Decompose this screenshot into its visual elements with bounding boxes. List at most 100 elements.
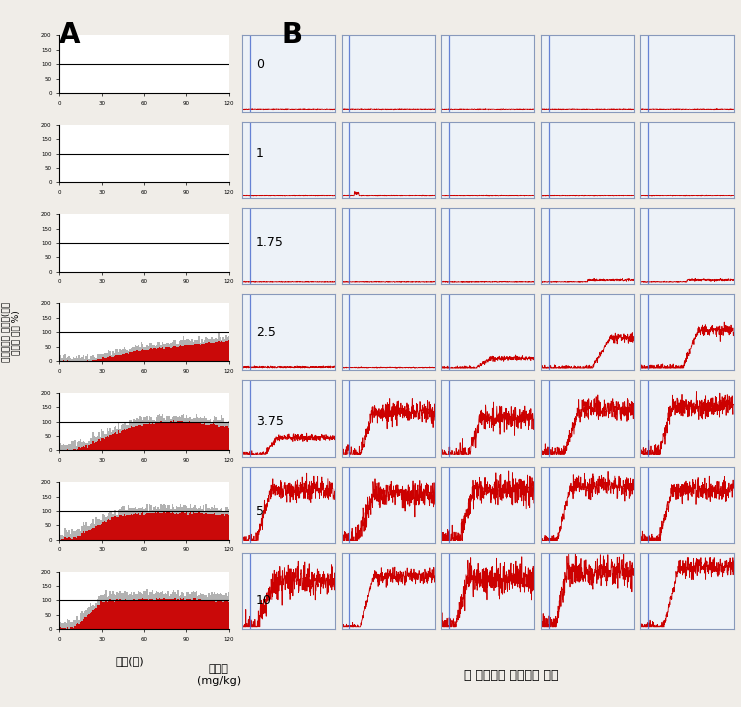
Bar — [153, 423, 155, 450]
Bar — [208, 592, 210, 629]
Bar — [183, 513, 185, 540]
Bar — [125, 600, 127, 629]
Bar — [224, 342, 225, 361]
Bar — [102, 357, 104, 361]
Bar — [99, 358, 101, 361]
Bar — [205, 602, 207, 629]
Bar — [221, 594, 222, 629]
Bar — [143, 346, 144, 361]
Bar — [93, 355, 94, 361]
Bar — [143, 509, 144, 540]
Bar — [210, 339, 211, 361]
Bar — [160, 416, 162, 450]
Bar — [204, 512, 205, 540]
Bar — [167, 422, 169, 450]
Bar — [146, 600, 147, 629]
Bar — [221, 340, 222, 361]
Bar — [108, 601, 110, 629]
Bar — [213, 420, 214, 450]
Bar — [169, 347, 170, 361]
Bar — [205, 337, 207, 361]
Bar — [199, 418, 200, 450]
Bar — [169, 416, 170, 450]
Bar — [76, 530, 77, 540]
Bar — [105, 358, 107, 361]
Bar — [227, 602, 228, 629]
Bar — [98, 519, 99, 540]
Bar — [124, 514, 125, 540]
Bar — [102, 431, 104, 450]
Bar — [116, 428, 118, 450]
Bar — [144, 417, 146, 450]
Bar — [196, 423, 197, 450]
Bar — [84, 442, 85, 450]
Bar — [176, 346, 177, 361]
Bar — [116, 355, 118, 361]
Bar — [153, 420, 155, 450]
Bar — [74, 626, 76, 629]
Bar — [222, 426, 224, 450]
Bar — [73, 530, 74, 540]
Bar — [88, 530, 90, 540]
Bar — [82, 614, 84, 629]
Bar — [218, 602, 219, 629]
Bar — [138, 590, 139, 629]
Bar — [93, 527, 94, 540]
Bar — [99, 438, 101, 450]
Bar — [60, 628, 62, 629]
Bar — [153, 345, 155, 361]
Bar — [193, 418, 194, 450]
Bar — [96, 437, 97, 450]
Bar — [119, 433, 121, 450]
Bar — [146, 503, 147, 540]
Bar — [133, 427, 135, 450]
Bar — [216, 342, 217, 361]
Bar — [193, 342, 194, 361]
Bar — [104, 433, 105, 450]
Bar — [174, 598, 176, 629]
Bar — [174, 592, 176, 629]
Bar — [93, 610, 94, 629]
Bar — [146, 350, 147, 361]
Bar — [190, 422, 191, 450]
Bar — [227, 341, 228, 361]
Bar — [182, 507, 183, 540]
Bar — [129, 352, 130, 361]
Bar — [204, 595, 205, 629]
Bar — [107, 520, 108, 540]
Bar — [167, 347, 169, 361]
Bar — [127, 505, 129, 540]
Bar — [85, 610, 87, 629]
Bar — [73, 441, 74, 450]
Bar — [150, 599, 152, 629]
Bar — [74, 358, 76, 361]
Bar — [87, 448, 88, 450]
Bar — [80, 531, 82, 540]
Bar — [211, 342, 213, 361]
Bar — [107, 354, 108, 361]
Bar — [222, 419, 224, 450]
Bar — [194, 513, 196, 540]
Bar — [60, 622, 62, 629]
Bar — [185, 596, 186, 629]
Bar — [165, 593, 166, 629]
Bar — [169, 600, 170, 629]
Bar — [150, 348, 152, 361]
Bar — [108, 596, 110, 629]
Bar — [144, 599, 146, 629]
Bar — [79, 621, 80, 629]
Bar — [182, 416, 183, 450]
Bar — [118, 351, 119, 361]
Bar — [152, 423, 153, 450]
Bar — [190, 599, 191, 629]
Bar — [121, 355, 122, 361]
Bar — [107, 602, 108, 629]
Bar — [136, 351, 138, 361]
Bar — [153, 600, 155, 629]
Bar — [143, 424, 144, 450]
Bar — [143, 417, 144, 450]
Bar — [183, 346, 185, 361]
Bar — [173, 341, 174, 361]
Bar — [149, 416, 150, 450]
Bar — [167, 591, 169, 629]
